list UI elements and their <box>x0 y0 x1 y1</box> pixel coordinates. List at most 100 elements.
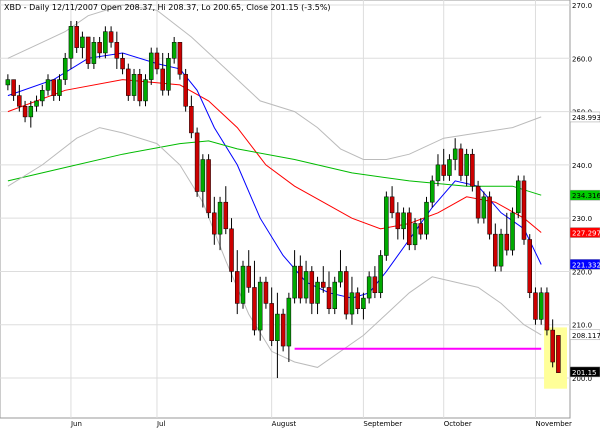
last-value-box <box>569 111 600 123</box>
candle-up <box>80 36 85 48</box>
candle-down <box>475 185 481 219</box>
candle-down <box>183 74 188 107</box>
candle-down <box>533 292 538 320</box>
candle-down <box>487 196 492 235</box>
candle-up <box>464 153 469 176</box>
candle-down <box>154 52 160 70</box>
candle-up <box>412 223 418 246</box>
candle-down <box>126 68 131 96</box>
candle-up <box>40 90 45 102</box>
candle-up <box>171 42 177 59</box>
candle-up <box>143 79 148 102</box>
indicator-line <box>7 127 542 368</box>
candle-up <box>303 271 309 299</box>
candle-down <box>212 212 217 235</box>
candle-up <box>292 265 297 299</box>
last-value-box <box>569 189 600 201</box>
candle-up <box>103 31 108 54</box>
candle-up <box>424 201 429 235</box>
candle-up <box>217 201 223 235</box>
candle-up <box>429 180 435 203</box>
candle-down <box>160 68 165 91</box>
candle-up <box>366 276 372 299</box>
y-tick-label: 260.0 <box>572 55 592 63</box>
last-value-box <box>569 366 600 378</box>
candle-down <box>280 313 286 347</box>
candle-down <box>11 79 16 96</box>
last-value-labels: 248.993 234.316 227.297 221.332 208.117 201.1… <box>569 111 600 378</box>
candle-up <box>378 255 383 294</box>
candle-down <box>544 292 550 331</box>
candle-down <box>441 164 446 176</box>
candle-up <box>447 159 452 176</box>
candle-down <box>252 287 257 331</box>
candle-up <box>338 271 343 283</box>
candle-up <box>401 212 406 230</box>
candle-up <box>68 26 74 59</box>
chart-header: XBD - Daily 12/11/2007 Open 208.37, Hi 2… <box>4 3 331 12</box>
candle-down <box>114 42 120 59</box>
x-tick-label: September <box>363 420 402 428</box>
candle-down <box>206 159 211 214</box>
candle-down <box>22 106 28 118</box>
candle-down <box>234 271 240 304</box>
candle-up <box>349 292 355 315</box>
candle-down <box>298 265 303 299</box>
candle-down <box>550 329 555 363</box>
candle-down <box>97 42 102 54</box>
candle-up <box>166 58 171 91</box>
candle-up <box>45 79 51 91</box>
candle-down <box>418 223 424 235</box>
candle-up <box>332 281 338 309</box>
candle-up <box>515 180 521 214</box>
candle-down <box>343 271 349 315</box>
candle-up <box>275 313 280 341</box>
last-value-label: 227.297 <box>572 230 600 238</box>
candle-up <box>481 196 487 219</box>
candle-down <box>85 36 91 64</box>
candle-down <box>527 239 532 294</box>
highlight-box <box>544 327 567 389</box>
y-tick-label: 220.0 <box>572 268 592 276</box>
last-value-label: 234.316 <box>572 192 600 200</box>
candle-up <box>62 58 68 80</box>
y-tick-label: 210.0 <box>572 322 592 330</box>
candle-up <box>498 233 504 267</box>
candlesticks <box>5 20 561 379</box>
last-value-label: 201.15 <box>572 369 597 377</box>
candle-down <box>470 153 475 187</box>
candle-up <box>240 265 246 304</box>
candle-down <box>372 276 378 294</box>
candle-up <box>91 42 97 64</box>
x-tick-label: August <box>272 420 297 428</box>
candle-down <box>246 265 251 288</box>
candle-up <box>257 281 263 331</box>
candle-down <box>493 233 498 267</box>
candle-down <box>395 212 401 230</box>
candle-up <box>384 196 389 256</box>
candle-down <box>74 26 79 48</box>
y-tick-label: 200.0 <box>572 375 592 383</box>
candle-up <box>452 148 458 160</box>
candle-up <box>34 100 39 107</box>
candle-up <box>286 297 292 347</box>
candle-up <box>315 281 320 304</box>
y-tick-label: 270.0 <box>572 2 592 10</box>
candle-down <box>17 95 22 107</box>
candle-down <box>326 287 332 309</box>
candle-down <box>309 271 315 304</box>
indicator-line <box>7 4 542 160</box>
candle-down <box>389 196 395 214</box>
candle-down <box>458 148 464 176</box>
y-tick-label: 230.0 <box>572 215 592 223</box>
candle-down <box>521 180 527 240</box>
candle-up <box>361 297 366 309</box>
candle-down <box>321 281 326 288</box>
candle-down <box>108 31 114 43</box>
candle-up <box>510 212 515 251</box>
candle-up <box>57 79 62 96</box>
x-axis: Jun Jul August September October November <box>70 420 572 428</box>
candle-down <box>189 106 194 134</box>
candle-down <box>556 335 561 373</box>
